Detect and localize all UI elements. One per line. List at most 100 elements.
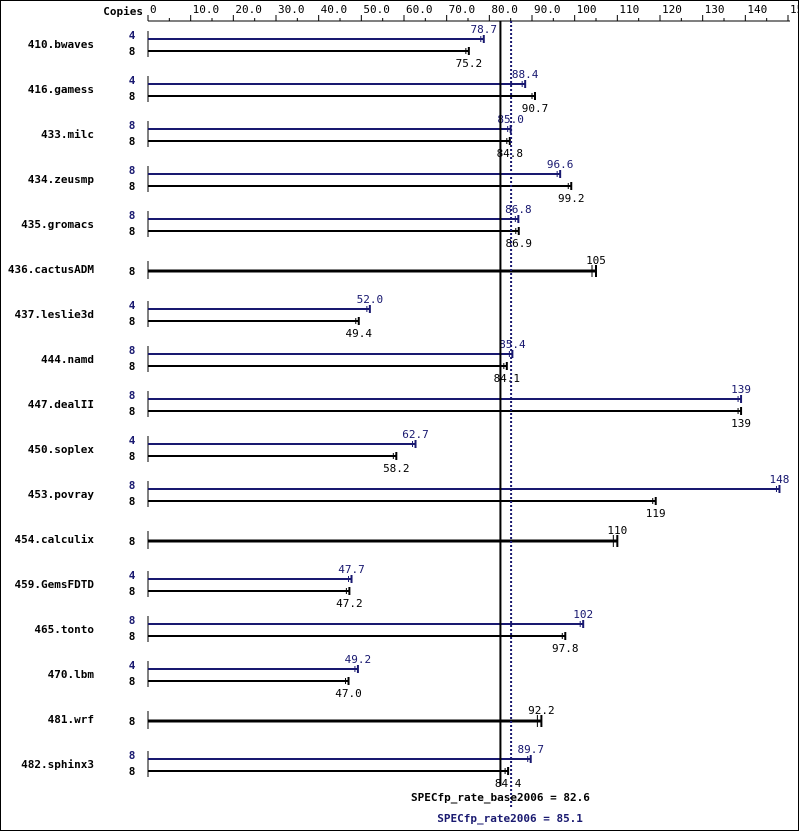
copies-axis-label: Copies [103,5,143,18]
reference-lines: SPECfp_rate_base2006 = 82.6 SPECfp_rate20… [411,21,590,825]
copies-label: 8 [129,265,136,278]
base-summary-label: SPECfp_rate_base2006 = 82.6 [411,791,590,804]
benchmark-label: 470.lbm [48,668,95,681]
tick-label: 20.0 [235,3,261,16]
copies-label: 8 [129,225,136,238]
peak-value-label: 148 [770,473,790,486]
peak-value-label: 88.4 [512,68,539,81]
benchmark-label: 453.povray [28,488,95,501]
base-value-label: 90.7 [522,102,549,115]
tick-label: 140 [747,3,767,16]
tick-label: 50.0 [363,3,390,16]
benchmark-label: 437.leslie3d [15,308,94,321]
benchmark-label: 454.calculix [15,533,95,546]
copies-label: 8 [129,450,136,463]
copies-label: 8 [129,45,136,58]
copies-label: 8 [129,209,136,222]
base-value-label: 97.8 [552,642,579,655]
copies-label: 8 [129,389,136,402]
peak-value-label: 102 [573,608,593,621]
copies-label: 4 [129,434,136,447]
copies-label: 8 [129,315,136,328]
peak-value-label: 78.7 [471,23,498,36]
peak-value-label: 52.0 [357,293,384,306]
copies-label: 8 [129,344,136,357]
copies-label: 8 [129,119,136,132]
base-value-label: 84.1 [494,372,521,385]
peak-value-label: 96.6 [547,158,574,171]
copies-label: 8 [129,749,136,762]
tick-label: 150 [790,3,798,16]
peak-value-label: 62.7 [402,428,429,441]
benchmark-label: 465.tonto [34,623,94,636]
benchmark-label: 450.soplex [28,443,95,456]
base-value-label: 47.0 [335,687,362,700]
value-label: 105 [586,254,606,267]
benchmark-label: 459.GemsFDTD [15,578,95,591]
copies-label: 8 [129,614,136,627]
copies-label: 8 [129,675,136,688]
benchmark-label: 434.zeusmp [28,173,95,186]
benchmark-label: 435.gromacs [21,218,94,231]
tick-label: 90.0 [534,3,561,16]
benchmark-label: 481.wrf [48,713,94,726]
tick-label: 100 [577,3,597,16]
benchmark-label: 447.dealII [28,398,94,411]
copies-label: 8 [129,360,136,373]
copies-label: 8 [129,135,136,148]
base-value-label: 49.4 [346,327,373,340]
bars: 410.bwaves 4 8 78.7 75.2 416.gamess 4 8 88.4 90.7… [8,23,789,790]
tick-label: 120 [662,3,682,16]
tick-label: 80.0 [491,3,518,16]
base-value-label: 47.2 [336,597,363,610]
copies-label: 4 [129,569,136,582]
x-axis: 0 10.0 20.0 30.0 40.0 50.0 60.0 70.0 80.0 90.0 100… [147,3,798,22]
benchmark-label: 416.gamess [28,83,94,96]
copies-label: 8 [129,630,136,643]
value-label: 92.2 [528,704,555,717]
copies-label: 8 [129,164,136,177]
base-value-label: 84.4 [495,777,522,790]
base-value-label: 99.2 [558,192,585,205]
tick-label: 60.0 [406,3,433,16]
peak-value-label: 139 [731,383,751,396]
copies-label: 4 [129,74,136,87]
benchmark-label: 436.cactusADM [8,263,94,276]
tick-label: 10.0 [193,3,220,16]
copies-label: 4 [129,299,136,312]
benchmark-label: 433.milc [41,128,94,141]
copies-label: 8 [129,479,136,492]
base-value-label: 86.9 [506,237,533,250]
value-label: 110 [607,524,627,537]
tick-label: 130 [705,3,725,16]
base-value-label: 75.2 [456,57,483,70]
copies-label: 8 [129,180,136,193]
tick-label: 70.0 [449,3,476,16]
copies-label: 8 [129,715,136,728]
base-value-label: 84.8 [497,147,524,160]
benchmark-label: 482.sphinx3 [21,758,94,771]
peak-value-label: 49.2 [345,653,372,666]
base-value-label: 139 [731,417,751,430]
benchmark-label: 410.bwaves [28,38,94,51]
copies-label: 8 [129,495,136,508]
tick-label: 110 [619,3,639,16]
copies-label: 8 [129,585,136,598]
copies-label: 8 [129,90,136,103]
peak-value-label: 89.7 [517,743,544,756]
base-value-label: 58.2 [383,462,410,475]
peak-value-label: 85.0 [497,113,524,126]
peak-value-label: 47.7 [338,563,365,576]
base-value-label: 119 [646,507,666,520]
peak-value-label: 85.4 [499,338,526,351]
copies-label: 4 [129,29,136,42]
benchmark-label: 444.namd [41,353,94,366]
copies-label: 8 [129,405,136,418]
copies-label: 8 [129,765,136,778]
tick-label: 30.0 [278,3,305,16]
peak-value-label: 86.8 [505,203,532,216]
tick-label: 40.0 [321,3,348,16]
tick-label: 0 [150,3,157,16]
